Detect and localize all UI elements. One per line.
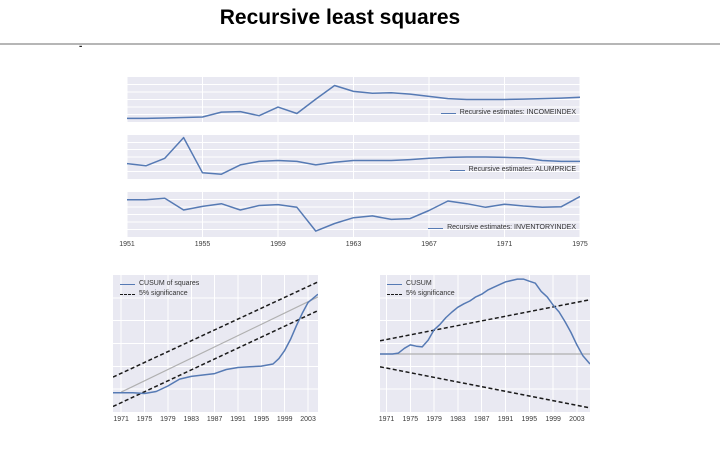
chart-recursive-estimates-inventoryindex: Recursive estimates: INVENTORYINDEX <box>127 192 580 237</box>
x-tick-label: 1987 <box>473 416 490 423</box>
x-axis-ticks-recursive-estimates: 1951 1955 1959 1963 1967 1971 1975 <box>119 240 588 250</box>
legend-label: CUSUM <box>406 280 432 287</box>
significance-lower-line <box>380 366 590 409</box>
alum-plot-area <box>127 135 580 179</box>
legend-item: 5% significance <box>120 290 199 298</box>
legend-dashed-swatch <box>120 293 135 295</box>
cusumsq-plot-area <box>113 275 318 412</box>
legend-line-swatch <box>428 227 444 229</box>
legend-incomeindex: Recursive estimates: INCOMEINDEX <box>440 109 576 117</box>
page-title: Recursive least squares <box>219 6 461 29</box>
x-tick-label: 1971 <box>378 416 395 423</box>
x-tick-label: 1963 <box>345 241 362 248</box>
stray-dash-mark: - <box>79 41 83 52</box>
cusum-statistic-line <box>380 278 590 365</box>
x-tick-label: 1983 <box>450 416 466 423</box>
x-axis-ticks-cusum-of-squares: 1971 1975 1979 1983 1987 1991 1995 1999 2003 <box>113 415 318 425</box>
x-tick-label: 1955 <box>194 241 211 248</box>
x-tick-label: 2003 <box>569 416 585 423</box>
inventory-plot-area <box>127 192 580 237</box>
legend-inventoryindex: Recursive estimates: INVENTORYINDEX <box>428 224 576 232</box>
x-tick-label: 1959 <box>270 241 286 248</box>
legend-line-swatch <box>440 112 456 114</box>
legend-dashed-swatch <box>387 293 402 295</box>
legend-item: Recursive estimates: INVENTORYINDEX <box>428 224 576 232</box>
legend-item: 5% significance <box>387 290 455 298</box>
x-tick-label: 1999 <box>545 416 561 423</box>
x-tick-label: 1995 <box>521 416 538 423</box>
legend-label: 5% significance <box>406 290 455 297</box>
chart-cusum-of-squares: CUSUM of squares 5% significance <box>113 275 318 412</box>
legend-cusum-of-squares: CUSUM of squares 5% significance <box>120 280 199 298</box>
legend-item: CUSUM of squares <box>120 280 199 288</box>
chart-recursive-estimates-alumprice: Recursive estimates: ALUMPRICE <box>127 135 580 179</box>
x-tick-label: 1991 <box>230 416 246 423</box>
x-tick-label: 1987 <box>206 416 223 423</box>
x-tick-label: 1971 <box>496 241 513 248</box>
significance-upper-line <box>113 281 318 378</box>
legend-item: CUSUM <box>387 280 455 288</box>
cusum-plot-area <box>380 275 590 412</box>
legend-line-swatch <box>449 169 465 171</box>
x-tick-label: 1983 <box>183 416 200 423</box>
x-tick-label: 1979 <box>426 416 442 423</box>
income-plot-area <box>127 77 580 122</box>
recursive-estimate-incomeindex-line <box>127 84 580 120</box>
recursive-estimate-inventoryindex-line <box>127 195 580 232</box>
legend-label: Recursive estimates: ALUMPRICE <box>468 166 576 173</box>
legend-item: Recursive estimates: ALUMPRICE <box>449 166 576 174</box>
x-tick-label: 1991 <box>497 416 514 423</box>
cusum-of-squares-line <box>113 293 318 395</box>
x-tick-label: 1975 <box>136 416 153 423</box>
x-tick-label: 1975 <box>402 416 419 423</box>
x-tick-label: 1971 <box>113 416 129 423</box>
legend-cusum: CUSUM 5% significance <box>387 280 455 298</box>
legend-label: CUSUM of squares <box>139 280 200 287</box>
x-tick-label: 1995 <box>253 416 270 423</box>
recursive-estimate-alumprice-line <box>127 136 580 175</box>
reference-line-line <box>120 296 318 393</box>
legend-label: 5% significance <box>139 290 188 297</box>
legend-alumprice: Recursive estimates: ALUMPRICE <box>449 166 576 174</box>
legend-item: Recursive estimates: INCOMEINDEX <box>440 109 576 117</box>
x-tick-label: 1967 <box>421 241 437 248</box>
x-tick-label: 1975 <box>572 241 588 248</box>
chart-cusum: CUSUM 5% significance <box>380 275 590 412</box>
x-tick-label: 2003 <box>300 416 316 423</box>
x-tick-label: 1979 <box>160 416 176 423</box>
title-divider <box>0 43 720 45</box>
legend-label: Recursive estimates: INCOMEINDEX <box>459 109 576 116</box>
x-axis-ticks-cusum: 1971 1975 1979 1983 1987 1991 1995 1999 2003 <box>378 415 590 425</box>
legend-label: Recursive estimates: INVENTORYINDEX <box>447 224 576 231</box>
significance-lower-line <box>113 309 318 408</box>
x-tick-label: 1951 <box>119 241 135 248</box>
x-tick-label: 1999 <box>276 416 293 423</box>
legend-line-swatch <box>387 283 402 285</box>
chart-recursive-estimates-incomeindex: Recursive estimates: INCOMEINDEX <box>127 77 580 122</box>
legend-line-swatch <box>120 283 135 285</box>
